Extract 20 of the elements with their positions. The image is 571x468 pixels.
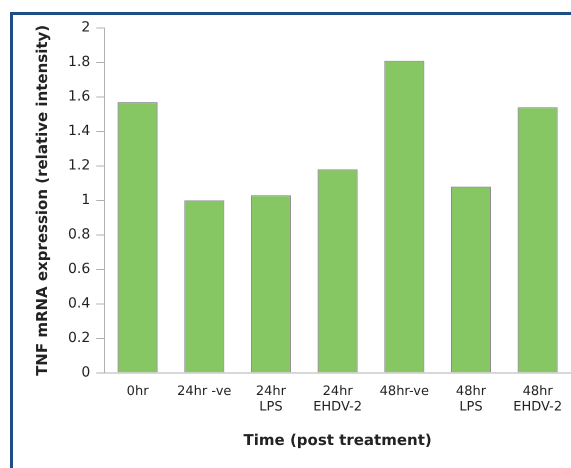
- y-tick-label: 0.2: [68, 330, 90, 346]
- y-tick-label: 0.8: [68, 226, 90, 243]
- y-tick-label: 0: [81, 364, 90, 380]
- x-tick-label: 48hr LPS: [456, 384, 487, 415]
- y-tick-label: 1.6: [68, 88, 90, 105]
- x-tick-label: 0hr: [126, 384, 150, 399]
- x-tick-label: 24hr LPS: [256, 384, 287, 415]
- x-tick-label: 48hr EHDV-2: [513, 384, 562, 415]
- y-axis-title: TNF mRNA expression (relative intensity): [32, 24, 51, 376]
- y-tick-label: 1.8: [68, 54, 90, 70]
- y-tick-label: 1.2: [68, 158, 90, 174]
- y-tick-label: 2: [81, 20, 90, 36]
- x-tick-label: 24hr EHDV-2: [313, 384, 362, 415]
- x-tick-label: 24hr -ve: [177, 384, 232, 399]
- y-tick-label: 0.4: [68, 295, 90, 312]
- x-tick-label: 48hr-ve: [380, 384, 429, 399]
- y-tick-label: 1: [81, 192, 90, 208]
- y-tick-label: 1.4: [68, 123, 90, 140]
- y-tick-label: 0.6: [68, 261, 90, 277]
- x-axis-title: Time (post treatment): [244, 430, 432, 449]
